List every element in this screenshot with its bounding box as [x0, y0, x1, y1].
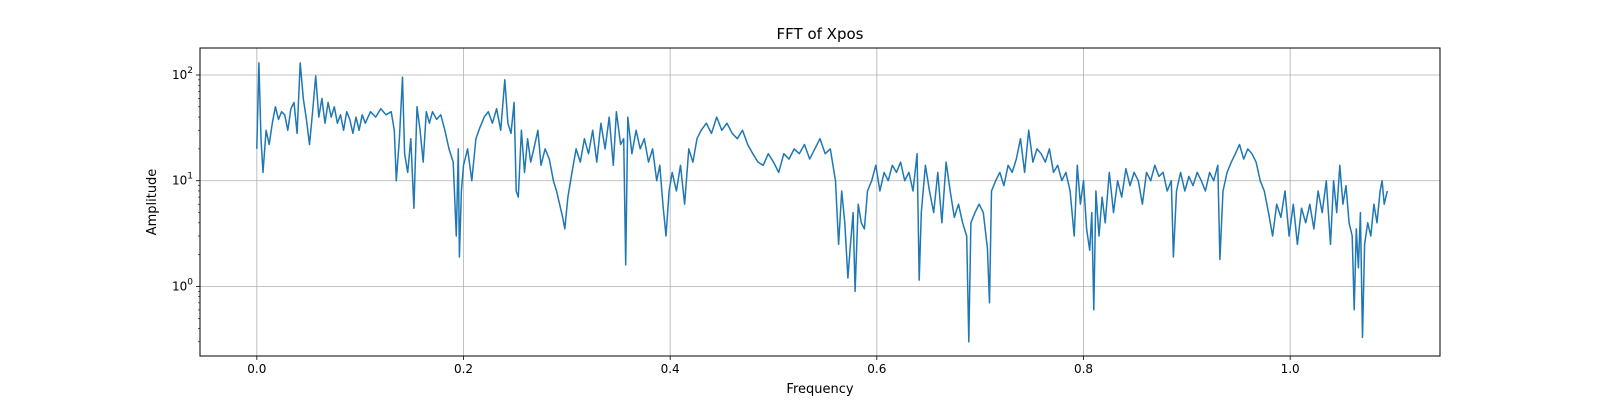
- plot-frame: [199, 47, 1441, 357]
- y-tick-label: 102: [172, 66, 193, 82]
- chart-title: FFT of Xpos: [777, 25, 864, 43]
- x-tick-label: 0.2: [454, 362, 473, 376]
- y-tick-label: 100: [172, 277, 193, 293]
- series-layer: [256, 62, 1389, 343]
- y-axis: 100 101 102: [172, 66, 200, 343]
- y-tick-label: 101: [172, 172, 193, 188]
- x-axis-label: Frequency: [786, 382, 853, 397]
- x-tick-label: 0.4: [661, 362, 680, 376]
- x-tick-label: 0.6: [867, 362, 886, 376]
- x-axis: 0.0 0.2 0.4 0.6 0.8 1.0: [247, 356, 1300, 376]
- y-axis-label: Amplitude: [145, 169, 160, 236]
- series-line-0: [256, 62, 1389, 343]
- x-tick-label: 1.0: [1281, 362, 1300, 376]
- x-tick-label: 0.0: [247, 362, 266, 376]
- x-tick-label: 0.8: [1074, 362, 1093, 376]
- plot-background: [200, 48, 1440, 356]
- grid-lines: [200, 48, 1440, 356]
